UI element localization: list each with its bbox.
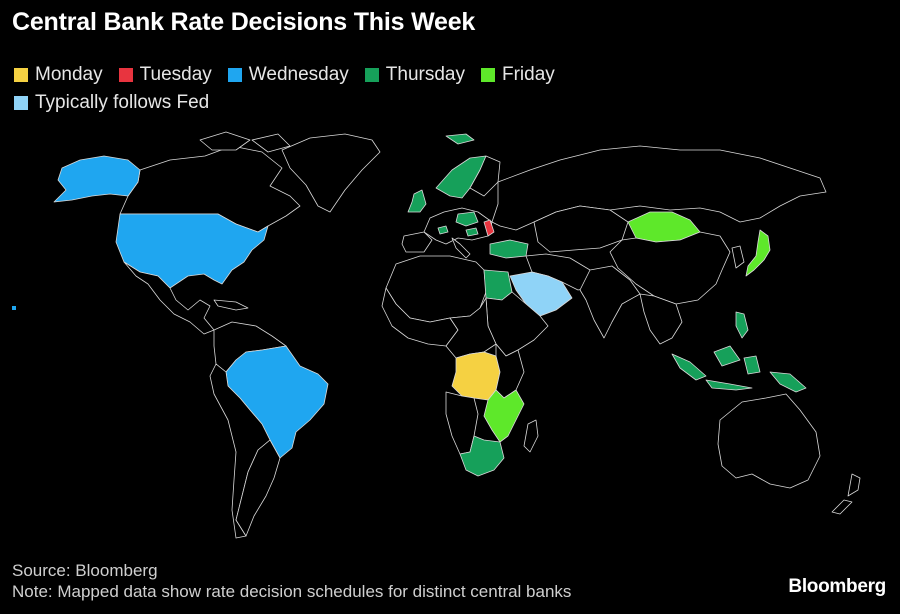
finland [469,155,501,197]
footnote: Note: Mapped data show rate decision sch… [12,582,572,601]
australia [717,393,821,489]
legend-label-friday: Friday [501,64,555,85]
southeast-asia [639,293,683,345]
iberia [401,231,433,253]
legend-swatch-wednesday [227,68,242,82]
legend-item-tuesday: Tuesday [118,64,212,86]
country-japan [745,229,771,277]
legend-swatch-tuesday [118,68,133,82]
hawaii-islet [12,306,16,310]
country-moldova [483,219,495,237]
country-papua-new-guinea [769,371,807,393]
legend-item-thursday: Thursday [364,64,465,86]
country-poland [455,211,479,227]
russia [491,145,827,231]
italy [451,237,471,259]
legend-swatch-monday [14,68,28,82]
madagascar [523,419,539,453]
legend-item-monday: Monday [14,64,103,86]
country-philippines [735,311,749,339]
legend-label-tuesday: Tuesday [139,64,212,85]
mexico [123,261,215,335]
legend-item-wednesday: Wednesday [227,64,349,86]
country-saudi-arabia [509,271,573,317]
country-hungary [465,227,479,237]
country-dr-congo [451,351,501,401]
caribbean [213,299,249,311]
bloomberg-logo: Bloomberg [788,576,886,597]
legend-label-follows-fed: Typically follows Fed [35,92,210,113]
chart-title: Central Bank Rate Decisions This Week [12,8,476,36]
legend-label-monday: Monday [35,64,103,85]
country-switzerland [437,225,449,235]
greenland [281,133,381,213]
europe [423,207,493,245]
argentina [235,439,281,537]
country-indonesia [671,345,761,391]
india [579,265,641,339]
country-turkey [489,239,529,259]
korea [731,245,745,269]
legend-label-wednesday: Wednesday [248,64,349,85]
world-map [12,131,861,539]
central-africa [445,297,497,359]
country-iceland [445,133,475,145]
country-mozambique [483,389,525,443]
new-zealand [831,473,861,515]
legend-swatch-thursday [364,68,379,82]
legend-item-follows-fed: Typically follows Fed [14,92,209,114]
source-note: Source: Bloomberg [12,561,158,580]
country-uk [407,189,427,213]
country-south-africa [459,435,505,477]
legend-swatch-follows-fed [14,96,28,110]
legend-swatch-friday [480,68,495,82]
legend-label-thursday: Thursday [385,64,465,85]
legend: Monday Tuesday Wednesday Thursday Friday… [14,64,654,114]
canada-islands [199,131,291,153]
china [609,231,731,305]
legend-item-friday: Friday [480,64,555,86]
country-alaska [53,155,141,203]
